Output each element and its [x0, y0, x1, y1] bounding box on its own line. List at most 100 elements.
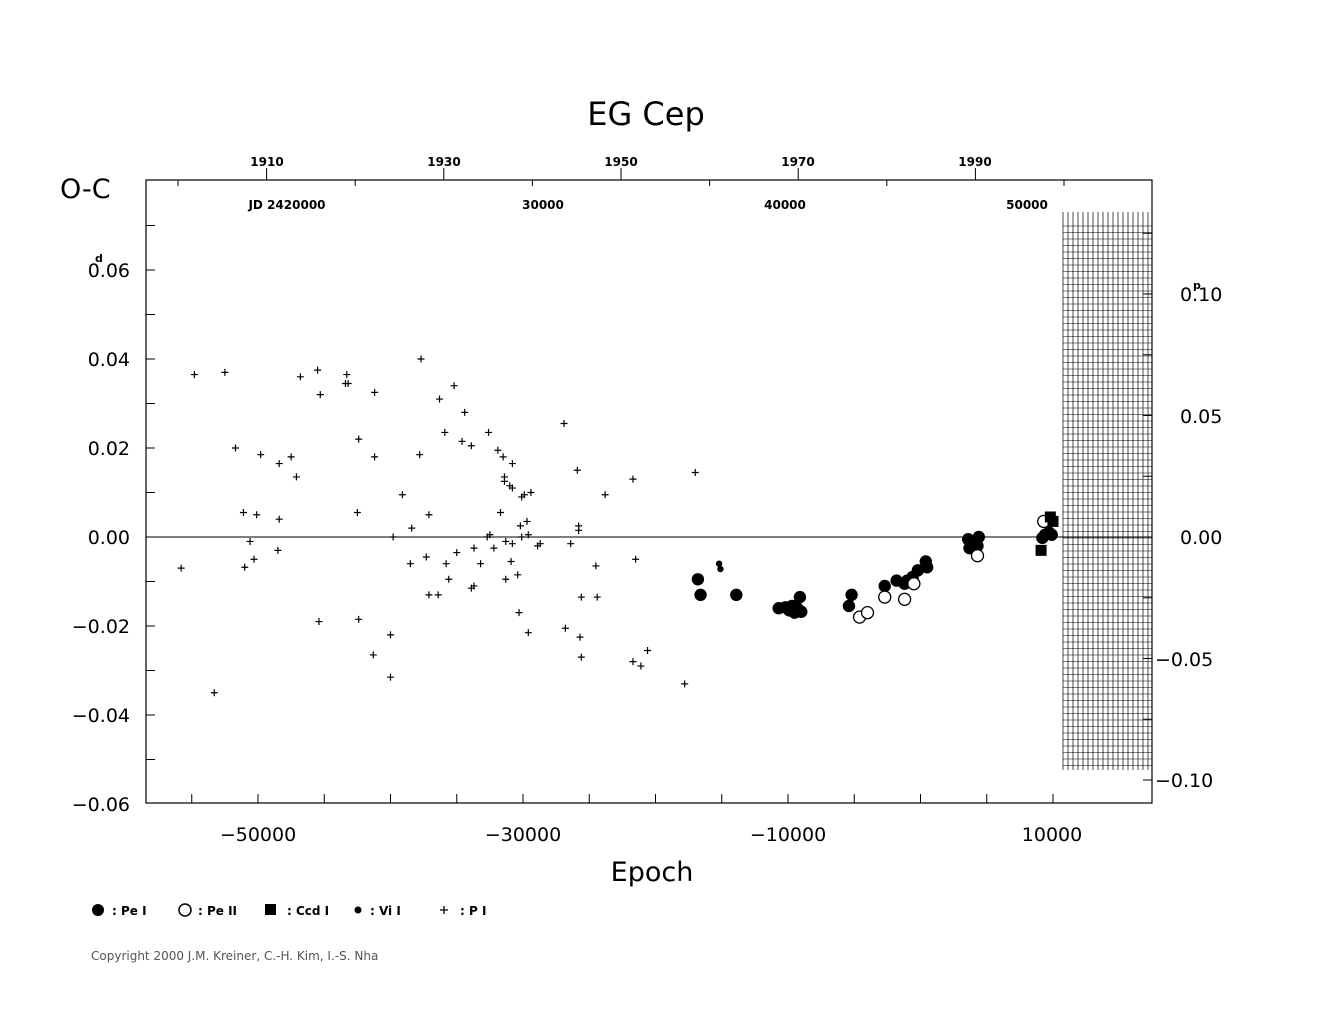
legend-item: : Vi I [354, 904, 401, 918]
point-p-i [296, 373, 304, 381]
point-p-i [344, 379, 352, 387]
point-p-i [499, 453, 507, 461]
point-pe-i [878, 579, 891, 593]
point-p-i [275, 515, 283, 523]
y-tick-label: 0.04 [88, 349, 130, 371]
point-p-i [508, 540, 516, 548]
point-p-i [253, 511, 261, 519]
point-p-i [355, 615, 363, 623]
point-p-i [210, 689, 218, 697]
point-p-i [536, 540, 544, 548]
y-tick-label: 0.06 [88, 260, 130, 282]
legend-item: : Ccd I [265, 904, 329, 918]
y-unit-superscript: d [95, 252, 103, 265]
point-pe-ii [970, 549, 985, 563]
point-p-i [577, 653, 585, 661]
legend-label: : Vi I [370, 904, 401, 918]
point-p-i [500, 473, 508, 481]
point-p-i [292, 473, 300, 481]
point-p-i [629, 475, 637, 483]
point-p-i [561, 624, 569, 632]
point-pe-i [845, 588, 858, 602]
year-tick-label: 1930 [427, 155, 460, 169]
point-p-i [507, 557, 515, 565]
point-p-i [398, 491, 406, 499]
point-ccd-i [1047, 515, 1059, 527]
plot-border [145, 179, 1153, 804]
point-pe-i [730, 588, 743, 602]
point-p-i [508, 460, 516, 468]
point-p-i [387, 631, 394, 639]
point-p-i [190, 371, 198, 379]
legend-item: : P I [440, 904, 486, 918]
x-tick-labels: −50000 −30000 −10000 10000 [220, 824, 1082, 846]
point-ccd-i [1035, 544, 1047, 556]
point-p-i [458, 437, 466, 445]
point-p-i [601, 491, 609, 499]
point-p-i [470, 544, 478, 552]
point-p-i [573, 466, 581, 474]
point-p-i [502, 537, 510, 545]
point-p-i [371, 453, 379, 461]
point-p-i [629, 658, 637, 666]
point-p-i [575, 526, 583, 534]
point-p-i [369, 651, 377, 659]
point-p-i [355, 435, 363, 443]
point-pe-i [793, 590, 807, 604]
year-tick-label: 1970 [781, 155, 814, 169]
y2-tick-label: 0.00 [1180, 527, 1222, 549]
y2-tick-labels: 0.10 0.05 0.00 −0.05 −0.10 [1155, 284, 1222, 792]
point-pe-ii [878, 590, 892, 604]
point-p-i [477, 560, 485, 568]
jd-tick-label: 50000 [1006, 198, 1048, 212]
point-p-i [315, 618, 323, 626]
y2-tick-label: −0.05 [1155, 649, 1213, 671]
y-tick-label: −0.06 [72, 794, 130, 816]
point-p-i [523, 517, 531, 525]
point-p-i [461, 408, 469, 416]
point-pe-i [795, 605, 808, 618]
year-tick-labels: 1910 1930 1950 1970 1990 [250, 155, 991, 169]
point-p-i [353, 509, 361, 517]
point-p-i [246, 537, 254, 545]
point-p-i [527, 489, 535, 496]
point-p-i [524, 531, 532, 539]
point-p-i [231, 444, 239, 452]
x-axis-label: Epoch [611, 857, 694, 888]
point-p-i [637, 662, 645, 670]
y-tick-label: −0.04 [72, 705, 130, 727]
legend: : Pe I : Pe II : Ccd I : Vi I : P I [92, 903, 486, 918]
legend-label: : P I [460, 904, 486, 918]
x-tick-label: −10000 [750, 824, 826, 846]
point-p-i [450, 382, 458, 390]
point-pe-i [1045, 528, 1058, 541]
point-p-i [644, 646, 652, 654]
point-p-i [408, 524, 416, 532]
point-p-i [250, 555, 258, 563]
y2-unit-superscript: p [1193, 279, 1201, 292]
x-tick-label: −50000 [220, 824, 296, 846]
jd-tick-label: 40000 [764, 198, 806, 212]
legend-marker-small-dot [354, 906, 362, 914]
jd-tick-label: 30000 [522, 198, 564, 212]
point-p-i [470, 582, 478, 590]
point-p-i [494, 446, 502, 454]
point-p-i [406, 560, 414, 568]
point-pe-ii [907, 577, 921, 591]
future-hatch [1062, 212, 1152, 770]
year-tick-label: 1990 [958, 155, 991, 169]
point-p-i [441, 428, 449, 436]
jd-tick-labels: JD 2420000 30000 40000 50000 [247, 198, 1047, 212]
point-p-i [515, 609, 523, 617]
point-p-i [508, 484, 516, 492]
point-p-i [691, 468, 699, 476]
point-p-i [520, 491, 528, 499]
point-p-i [445, 575, 453, 583]
point-p-i [467, 442, 475, 450]
point-p-i [485, 428, 493, 436]
legend-label: : Pe II [198, 904, 237, 918]
point-p-i [316, 391, 324, 399]
point-p-i [387, 673, 394, 681]
point-p-i [343, 371, 351, 379]
